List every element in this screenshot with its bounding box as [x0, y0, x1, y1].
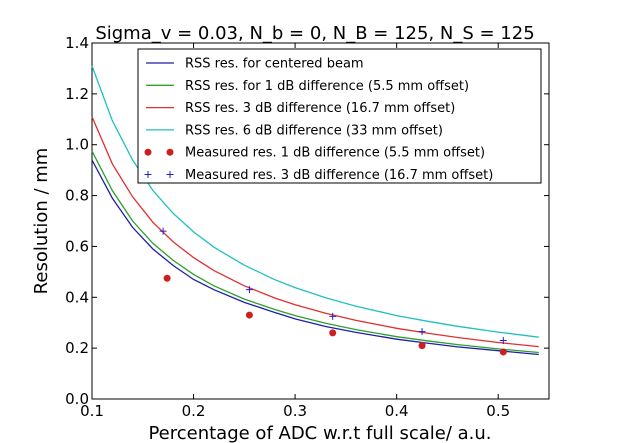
y-tick-label: 1.4	[65, 34, 89, 52]
x-tick-label: 0.2	[182, 402, 206, 420]
legend-entry: RSS res. for 1 dB difference (5.5 mm off…	[146, 79, 469, 94]
legend-label: RSS res. 6 dB difference (33 mm offset)	[185, 123, 443, 138]
x-tick-label: 0.4	[385, 402, 409, 420]
legend-label: Measured res. 3 dB difference (16.7 mm o…	[185, 168, 493, 183]
data-point	[499, 337, 507, 345]
data-point	[418, 342, 426, 350]
data-point	[245, 286, 253, 294]
chart-title: Sigma_v = 0.03, N_b = 0, N_B = 125, N_S …	[95, 23, 534, 44]
y-axis-title: Resolution / mm	[31, 148, 52, 295]
x-tick-label: 0.5	[486, 402, 510, 420]
x-tick-label: 0.1	[80, 402, 104, 420]
data-point	[163, 274, 171, 282]
legend-entry: RSS res. for centered beam	[146, 57, 364, 72]
series-line	[91, 159, 539, 356]
legend-label: RSS res. 3 dB difference (16.7 mm offset…	[185, 101, 455, 116]
legend-entry: RSS res. 6 dB difference (33 mm offset)	[146, 123, 443, 138]
y-tick-label: 1.0	[65, 136, 89, 154]
series-line	[91, 116, 539, 348]
legend-entry: Measured res. 3 dB difference (16.7 mm o…	[144, 168, 493, 183]
plot-frame	[91, 42, 550, 400]
legend-swatch	[144, 148, 152, 156]
legend-label: Measured res. 1 dB difference (5.5 mm of…	[185, 146, 485, 161]
legend-entry: Measured res. 1 dB difference (5.5 mm of…	[144, 146, 485, 161]
data-point	[499, 348, 507, 356]
axis-ticks: 0.1 0.2 0.3 0.4 0.5 0.0 0.2 0.4 0.6 0.8 1.0 1.2 1.4	[65, 34, 549, 420]
x-tick-label: 0.3	[283, 402, 307, 420]
data-point	[329, 312, 337, 320]
legend-swatch	[166, 148, 174, 156]
legend-label: RSS res. for 1 dB difference (5.5 mm off…	[185, 79, 469, 94]
data-point	[159, 227, 167, 235]
data-point	[245, 311, 253, 319]
legend-entry: RSS res. 3 dB difference (16.7 mm offset…	[146, 101, 455, 116]
y-tick-label: 0.6	[65, 237, 89, 255]
legend-box	[137, 48, 542, 184]
x-axis-title: Percentage of ADC w.r.t full scale/ a.u.	[148, 423, 491, 443]
data-point	[418, 328, 426, 336]
y-tick-label: 0.2	[65, 339, 89, 357]
y-tick-label: 1.2	[65, 85, 89, 103]
y-tick-label: 0.0	[65, 390, 89, 408]
series-line	[91, 150, 539, 354]
legend: RSS res. for centered beam RSS res. for 1…	[137, 48, 542, 184]
data-point	[329, 329, 337, 337]
y-tick-label: 0.8	[65, 187, 89, 205]
legend-label: RSS res. for centered beam	[185, 57, 364, 72]
y-tick-label: 0.4	[65, 288, 89, 306]
